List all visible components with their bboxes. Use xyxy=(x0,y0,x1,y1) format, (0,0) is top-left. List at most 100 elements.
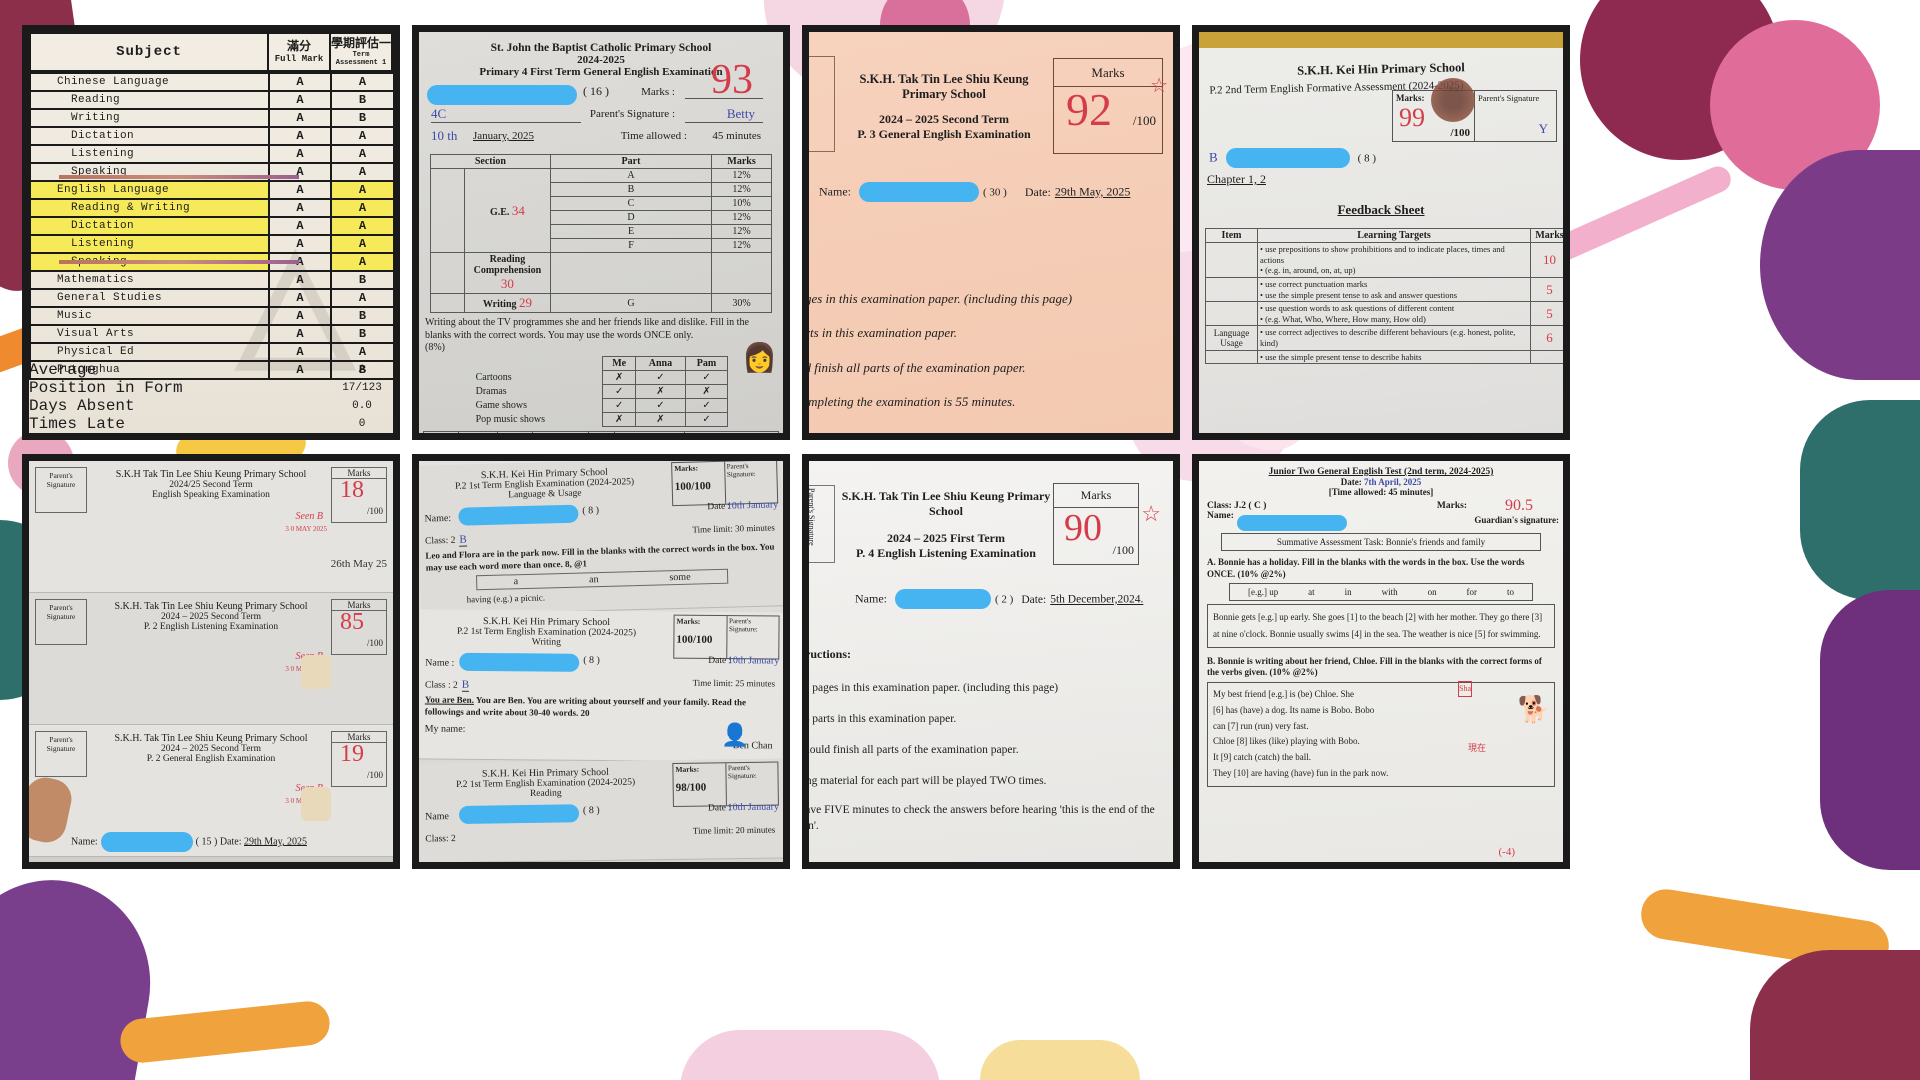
table-row: Reading & Writing A A xyxy=(29,198,393,218)
time-limit: Time limit: 30 minutes xyxy=(692,522,775,535)
marks-total: /100 xyxy=(1112,543,1134,557)
time-allowed-label: Time allowed : xyxy=(620,130,687,142)
exam-slip[interactable]: Marks: 98/100 Parent's Signature: S.K.H. Ke… xyxy=(419,758,783,862)
parent-signature-box[interactable]: Parent's Signature xyxy=(35,467,87,513)
table-row: General Studies A A xyxy=(29,288,393,308)
deco-shape-pink-bottom xyxy=(680,1030,940,1080)
school-name: S.K.H. Kei Hin Primary School xyxy=(1296,60,1465,78)
full-mark-value: A xyxy=(268,90,332,110)
desk-edge xyxy=(1199,32,1563,48)
term-assessment-value: A xyxy=(330,216,393,236)
header-anna: Anna xyxy=(635,356,686,371)
marks-value: 100/100 xyxy=(676,633,713,646)
table-header-row: Section Part Marks xyxy=(429,154,773,169)
table-row: Dramas ✓ ✗ ✗ xyxy=(474,384,729,399)
subject-name: Reading xyxy=(29,90,270,110)
class-number: ( 8 ) xyxy=(582,505,600,517)
table-row: Cartoons ✗ ✓ ✓ xyxy=(474,370,729,385)
full-mark-value: A xyxy=(268,72,332,92)
marks-label: Marks xyxy=(332,600,386,611)
photo-kei-hin-feedback[interactable]: S.K.H. Kei Hin Primary School P.2 2nd Te… xyxy=(1192,25,1570,440)
section-b-line: can [7] run (run) very fast. xyxy=(1213,720,1309,731)
word-bank-item: a xyxy=(513,576,519,588)
summary-row: Average A xyxy=(29,361,393,379)
report-card-table: Subject 滿分 Full Mark 學期評估一 Term Assessme… xyxy=(29,32,393,72)
table-header-row: Item Learning Targets Marks xyxy=(1205,228,1563,243)
exam-title: Primary 4 First Term General English Exa… xyxy=(479,66,723,78)
summary-label: Days Absent xyxy=(29,397,135,415)
marks-total: /100 xyxy=(366,506,383,516)
term-assessment-value: A xyxy=(330,72,393,92)
chapter-label: Chapter 1, 2 xyxy=(1207,172,1266,186)
school-year: 2024-2025 xyxy=(577,54,625,66)
redacted-name xyxy=(459,652,580,672)
instruction-5: Students have FIVE minutes to check the … xyxy=(802,804,1155,832)
marks-label: Marks : xyxy=(641,86,675,98)
photo-tak-tin-p4-listening[interactable]: Parent's Signature S.K.H. Tak Tin Lee Sh… xyxy=(802,454,1180,869)
photo-report-card[interactable]: △ Subject 滿分 Full Mark 學期評估一 Term Assess… xyxy=(22,25,400,440)
summary-value: 0 xyxy=(358,418,366,430)
exam-slip[interactable]: Marks: 100/100 Parent's Signature: S.K.H. K… xyxy=(419,461,783,616)
date-value: 10th January xyxy=(727,801,780,814)
exam-term: 2024 – 2025 Second Term xyxy=(878,112,1009,126)
word-bank-item: nobody xyxy=(614,431,686,433)
table-row: Chinese Language A A xyxy=(29,72,393,92)
date-value: 29th May, 2025 xyxy=(243,836,307,848)
report-card-body: Chinese Language A A Reading A B Writing A B Dict… xyxy=(29,72,393,380)
exam-slip[interactable]: Parent's Signature S.K.H Tak Tin Lee Shiu… xyxy=(29,461,393,593)
class-number: ( 16 ) xyxy=(583,84,609,98)
exam-title: English Speaking Examination xyxy=(152,490,270,500)
full-mark-value: A xyxy=(268,126,332,146)
school-name: S.K.H Tak Tin Lee Shiu Keung Primary Sch… xyxy=(115,469,307,480)
exam-slip[interactable]: Marks: 100/100 Parent's Signature: S.K.H. K… xyxy=(419,609,783,763)
section-marks-table: Section Part Marks G.E. 34 A 12% B 12% C 10% D 1… xyxy=(429,154,773,313)
doodle-girl-icon: 👩 xyxy=(742,343,777,374)
marks-value: 100/100 xyxy=(674,480,711,494)
instruction-text: Writing about the TV programmes she and … xyxy=(425,317,749,341)
programme-cell: ✗ xyxy=(602,412,637,427)
section-b-line: They [10] are having (have) fun in the p… xyxy=(1213,767,1389,778)
st-john-paper: St. John the Baptist Catholic Primary Sc… xyxy=(419,32,783,433)
table-row: Dictation A A xyxy=(29,216,393,236)
programme-cell: ✗ xyxy=(635,384,686,399)
school-name: S.K.H. Tak Tin Lee Shiu Keung Primary Sc… xyxy=(841,489,1051,518)
photo-kei-hin-slips[interactable]: Marks: 100/100 Parent's Signature: S.K.H. K… xyxy=(412,454,790,869)
parent-signature-value: Y xyxy=(1538,121,1548,136)
exam-slip[interactable]: Parent's Signature S.K.H. Tak Tin Lee Shi… xyxy=(29,593,393,725)
parent-signature-box[interactable]: Parent's Signature xyxy=(35,731,87,777)
date-day: 10 th xyxy=(431,128,458,143)
photo-tak-tin-slips[interactable]: Parent's Signature S.K.H Tak Tin Lee Shiu… xyxy=(22,454,400,869)
term-assessment-value: A xyxy=(330,234,393,254)
photo-st-john-exam[interactable]: St. John the Baptist Catholic Primary Sc… xyxy=(412,25,790,440)
parent-signature-label: Parent's Signature : xyxy=(589,108,675,120)
parent-signature-box[interactable]: Parent's Signature xyxy=(35,599,87,645)
tak-tin-slip-stack: Parent's Signature S.K.H Tak Tin Lee Shiu… xyxy=(29,461,393,862)
date-value: 5th December,2024. xyxy=(1050,593,1144,606)
word-bank-item: everybody xyxy=(684,431,780,433)
marks-label: Marks xyxy=(332,468,386,479)
table-row: Pop music shows ✗ ✗ ✓ xyxy=(474,412,729,427)
junior-two-paper: Junior Two General English Test (2nd ter… xyxy=(1199,461,1563,862)
table-row: English Language A A xyxy=(29,180,393,200)
my-name-label: My name: xyxy=(424,723,466,736)
summary-row: Days Absent 0.0 xyxy=(29,397,393,415)
programme-cell: ✓ xyxy=(635,370,686,385)
feedback-table: Item Learning Targets Marks • use prepos… xyxy=(1205,228,1563,365)
parent-signature-box: Parent's Signature xyxy=(809,485,835,563)
photo-tak-tin-p3-cover[interactable]: S.K.H. Tak Tin Lee Shiu Keung Primary Sc… xyxy=(802,25,1180,440)
target-mark xyxy=(1530,349,1563,365)
learning-target: • use the simple present tense to descri… xyxy=(1257,349,1531,365)
marks-box: Marks 92 /100 ☆ xyxy=(1053,58,1168,154)
target-mark: 10 xyxy=(1530,242,1563,278)
learning-target: • use correct adjectives to describe dif… xyxy=(1257,325,1531,351)
table-row: B 12% xyxy=(430,182,773,197)
target-mark: 6 xyxy=(1530,325,1563,351)
exam-slip[interactable]: Parent's Signature S.K.H. Tak Tin Lee Shi… xyxy=(29,725,393,857)
photo-junior-two-test[interactable]: Junior Two General English Test (2nd ter… xyxy=(1192,454,1570,869)
exam-title: P. 3 General English Examination xyxy=(857,127,1031,141)
table-row: G.E. 34 A 12% xyxy=(429,168,773,253)
part-letter: A xyxy=(549,168,713,183)
item-label xyxy=(1205,276,1258,303)
instruction-1: There are 8 pages in this examination pa… xyxy=(804,291,1073,306)
